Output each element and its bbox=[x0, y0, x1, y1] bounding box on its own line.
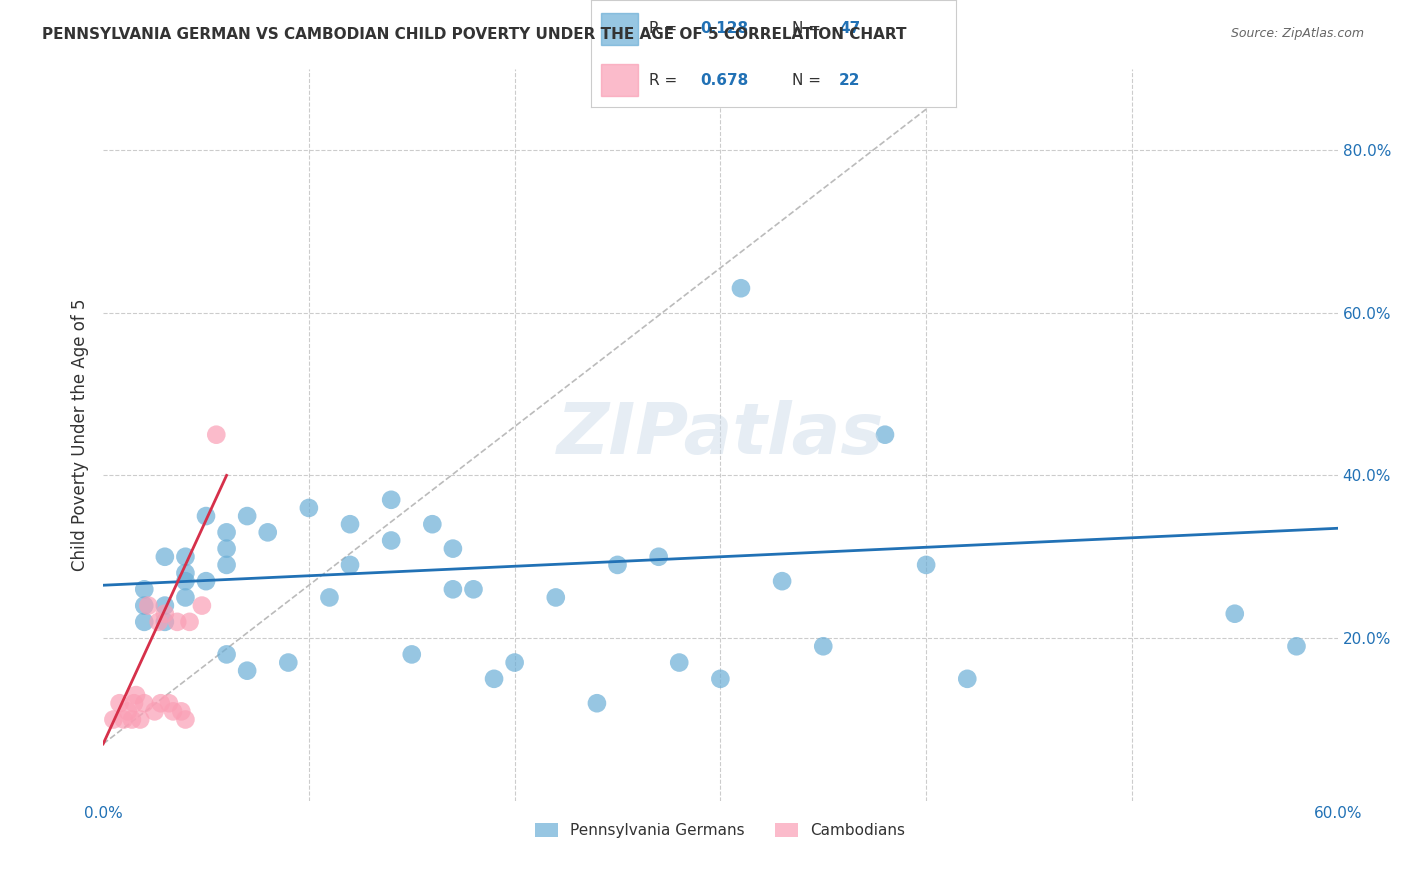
Point bbox=[174, 713, 197, 727]
Point bbox=[236, 664, 259, 678]
Y-axis label: Child Poverty Under the Age of 5: Child Poverty Under the Age of 5 bbox=[72, 299, 89, 571]
Point bbox=[149, 696, 172, 710]
Point bbox=[956, 672, 979, 686]
Point bbox=[441, 582, 464, 597]
Point bbox=[668, 656, 690, 670]
Point bbox=[112, 713, 135, 727]
Point bbox=[277, 656, 299, 670]
Point bbox=[256, 525, 278, 540]
Point bbox=[174, 549, 197, 564]
Point bbox=[215, 525, 238, 540]
Text: 0.678: 0.678 bbox=[700, 73, 748, 87]
Point bbox=[236, 509, 259, 524]
Text: Source: ZipAtlas.com: Source: ZipAtlas.com bbox=[1230, 27, 1364, 40]
Point bbox=[134, 696, 156, 710]
Point bbox=[129, 713, 152, 727]
Point bbox=[1285, 640, 1308, 654]
Point bbox=[873, 427, 896, 442]
Point bbox=[503, 656, 526, 670]
Point bbox=[122, 696, 145, 710]
Point bbox=[153, 599, 176, 613]
Text: ZIPatlas: ZIPatlas bbox=[557, 401, 884, 469]
Point bbox=[157, 696, 180, 710]
Point bbox=[770, 574, 793, 589]
Point bbox=[915, 558, 938, 572]
Point bbox=[134, 599, 156, 613]
Point bbox=[153, 549, 176, 564]
Point bbox=[215, 648, 238, 662]
Point bbox=[339, 517, 361, 532]
Point bbox=[1223, 607, 1246, 621]
Point bbox=[339, 558, 361, 572]
Point bbox=[134, 582, 156, 597]
Text: PENNSYLVANIA GERMAN VS CAMBODIAN CHILD POVERTY UNDER THE AGE OF 5 CORRELATION CH: PENNSYLVANIA GERMAN VS CAMBODIAN CHILD P… bbox=[42, 27, 907, 42]
Point bbox=[401, 648, 423, 662]
Point bbox=[463, 582, 485, 597]
Text: N =: N = bbox=[792, 73, 825, 87]
Point bbox=[103, 713, 125, 727]
Text: 0.128: 0.128 bbox=[700, 21, 748, 37]
Point bbox=[125, 688, 148, 702]
Point bbox=[170, 704, 193, 718]
Point bbox=[544, 591, 567, 605]
Point bbox=[482, 672, 505, 686]
Point bbox=[441, 541, 464, 556]
Point bbox=[586, 696, 609, 710]
Point bbox=[215, 558, 238, 572]
Bar bbox=[602, 12, 638, 45]
Point bbox=[380, 533, 402, 548]
Point bbox=[647, 549, 669, 564]
Text: R =: R = bbox=[650, 73, 682, 87]
Point bbox=[813, 640, 835, 654]
Point bbox=[318, 591, 340, 605]
Text: N =: N = bbox=[792, 21, 825, 37]
Point bbox=[606, 558, 628, 572]
Point bbox=[134, 615, 156, 629]
Point bbox=[121, 713, 143, 727]
Point bbox=[162, 704, 184, 718]
Point bbox=[138, 599, 160, 613]
Point bbox=[153, 607, 176, 621]
Point bbox=[215, 541, 238, 556]
Text: R =: R = bbox=[650, 21, 682, 37]
Point bbox=[148, 615, 170, 629]
Point bbox=[191, 599, 214, 613]
Point bbox=[195, 509, 218, 524]
Point bbox=[195, 574, 218, 589]
Point bbox=[174, 591, 197, 605]
Point bbox=[298, 500, 321, 515]
Point bbox=[380, 492, 402, 507]
Point bbox=[153, 615, 176, 629]
Point bbox=[174, 574, 197, 589]
Legend: Pennsylvania Germans, Cambodians: Pennsylvania Germans, Cambodians bbox=[529, 817, 911, 845]
Point bbox=[174, 566, 197, 580]
Point bbox=[179, 615, 201, 629]
Text: 47: 47 bbox=[839, 21, 860, 37]
Point bbox=[108, 696, 131, 710]
Point bbox=[730, 281, 752, 295]
Point bbox=[166, 615, 188, 629]
Text: 22: 22 bbox=[839, 73, 860, 87]
Point bbox=[143, 704, 166, 718]
Point bbox=[205, 427, 228, 442]
Point bbox=[709, 672, 731, 686]
Bar bbox=[602, 64, 638, 96]
Point bbox=[420, 517, 443, 532]
Point bbox=[117, 704, 139, 718]
